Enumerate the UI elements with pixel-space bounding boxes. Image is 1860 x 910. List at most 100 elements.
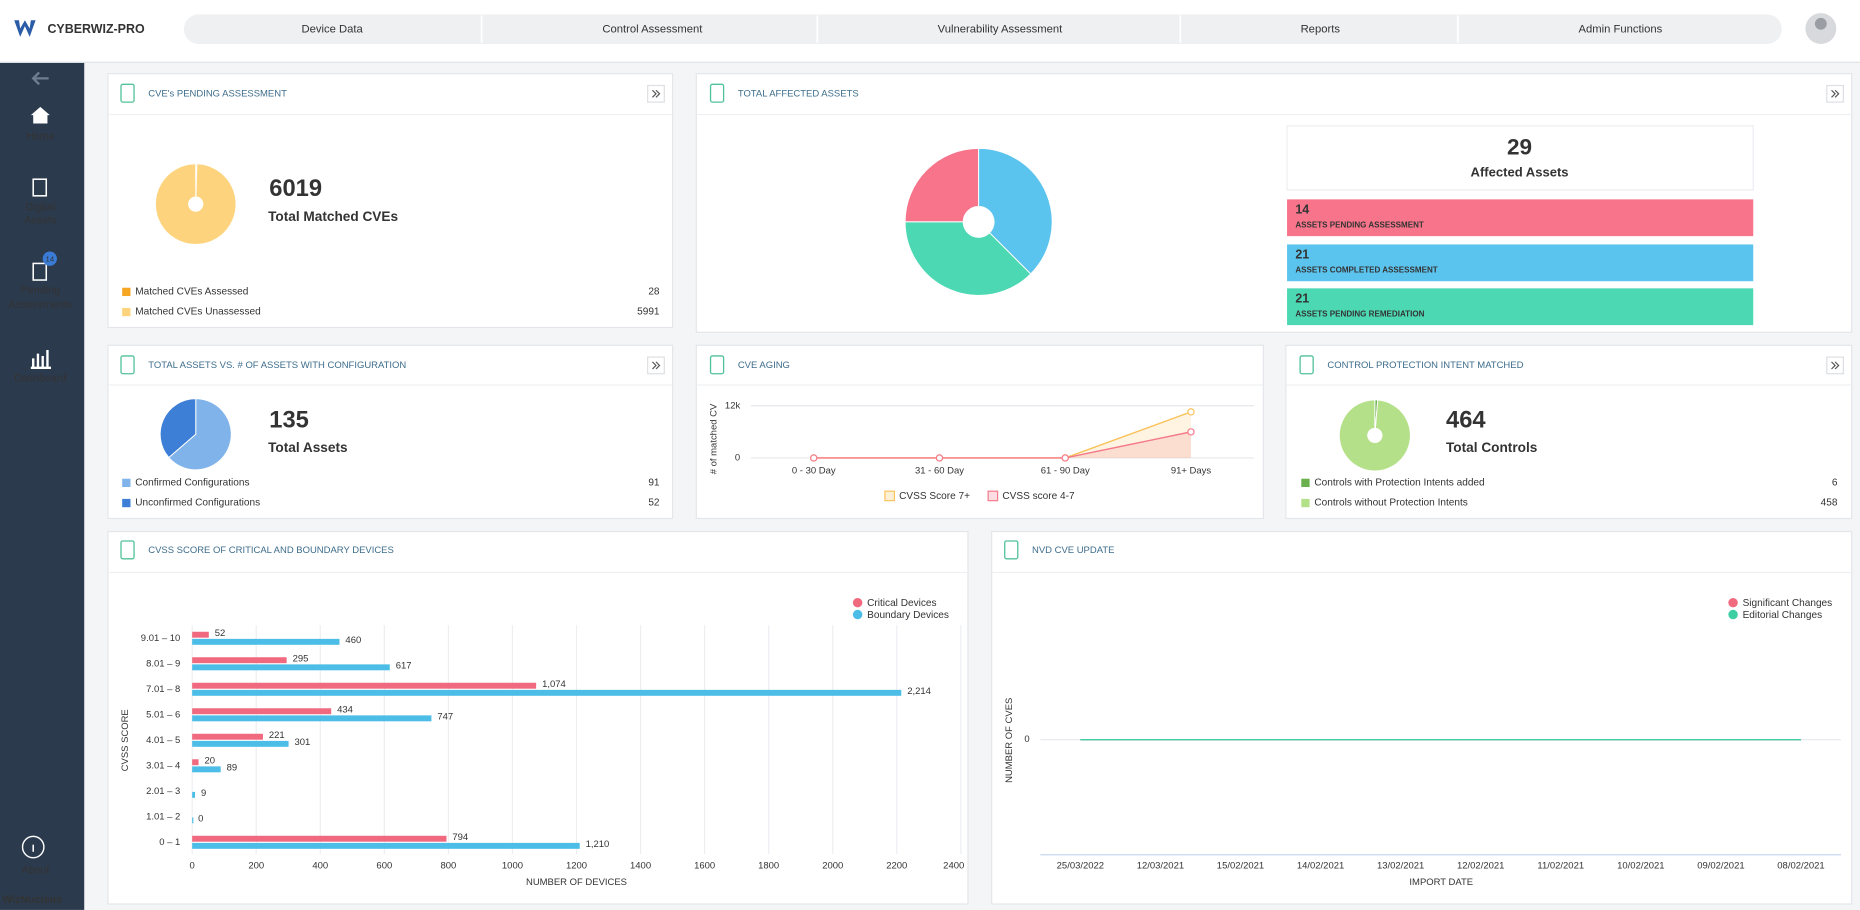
legend-swatch xyxy=(122,287,131,297)
x-tick-label: 08/02/2021 xyxy=(1777,861,1824,872)
legend-value: 91 xyxy=(648,478,660,489)
x-tick-label: 91+ Days xyxy=(1171,466,1212,477)
panel-title: TOTAL AFFECTED ASSETS xyxy=(738,88,859,99)
y-tick-label: 9.01 – 10 xyxy=(141,633,181,644)
x-tick-label: 31 - 60 Day xyxy=(915,466,964,477)
legend-label: CVSS score 4-7 xyxy=(1002,491,1075,502)
legend-value: 6 xyxy=(1832,478,1838,489)
about-icon[interactable] xyxy=(21,835,45,859)
x-tick-label: 61 - 90 Day xyxy=(1041,466,1090,477)
pie-slice xyxy=(154,163,237,245)
x-tick-label: 13/02/2021 xyxy=(1377,861,1424,872)
about-label[interactable]: About xyxy=(22,865,50,877)
x-axis-label: IMPORT DATE xyxy=(1409,877,1473,888)
card-label: ASSETS PENDING ASSESSMENT xyxy=(1295,221,1424,230)
footer-brand: WizNucleus xyxy=(2,894,62,906)
back-arrow[interactable] xyxy=(31,71,49,86)
status-card[interactable] xyxy=(1287,199,1754,237)
nav-item[interactable]: Admin Functions xyxy=(1578,24,1662,36)
data-label: 9 xyxy=(201,788,206,799)
line-point xyxy=(935,454,944,462)
panel-title: CVE's PENDING ASSESSMENT xyxy=(148,88,287,99)
legend-value: 5991 xyxy=(637,307,660,318)
bar xyxy=(192,657,287,664)
legend-label: Boundary Devices xyxy=(867,610,949,621)
sidebar-label[interactable]: Digital xyxy=(26,201,56,213)
y-axis-label: NUMBER OF CVES xyxy=(1004,698,1015,783)
bar xyxy=(192,689,902,696)
x-tick-label: 400 xyxy=(312,861,328,872)
x-tick-label: 10/02/2021 xyxy=(1617,861,1664,872)
bar xyxy=(192,715,432,722)
total-value: 29 xyxy=(1507,134,1532,159)
nav-item[interactable]: Control Assessment xyxy=(602,24,703,36)
status-card[interactable] xyxy=(1287,244,1754,282)
legend-swatch xyxy=(852,609,863,620)
legend-label: Editorial Changes xyxy=(1743,610,1823,621)
card-value: 21 xyxy=(1295,247,1309,261)
y-axis-label: CVSS SCORE xyxy=(120,709,131,771)
x-tick-label: 12/03/2021 xyxy=(1137,861,1184,872)
status-card[interactable] xyxy=(1287,288,1754,326)
x-tick-label: 25/03/2022 xyxy=(1057,861,1104,872)
y-tick-label: 3.01 – 4 xyxy=(146,760,180,771)
expand-icon xyxy=(1831,361,1840,370)
badge xyxy=(42,251,57,266)
card-label: ASSETS COMPLETED ASSESSMENT xyxy=(1295,266,1437,275)
data-label: 747 xyxy=(437,712,453,723)
y-tick-label: 7.01 – 8 xyxy=(146,684,180,695)
logo-text: CYBERWIZ-PRO xyxy=(47,22,145,36)
x-axis-label: NUMBER OF DEVICES xyxy=(526,877,627,888)
legend-label: Matched CVEs Unassessed xyxy=(135,307,260,318)
line-series xyxy=(813,431,1192,459)
nav-item[interactable]: Reports xyxy=(1301,24,1341,36)
data-label: 460 xyxy=(345,635,361,646)
panel-title: CONTROL PROTECTION INTENT MATCHED xyxy=(1327,360,1523,371)
total-card xyxy=(1286,125,1754,191)
card-label: ASSETS PENDING REMEDIATION xyxy=(1295,310,1424,319)
x-tick-label: 2000 xyxy=(822,861,843,872)
y-tick-label: 4.01 – 5 xyxy=(146,735,180,746)
legend-label: Controls with Protection Intents added xyxy=(1314,478,1484,489)
y-tick-label: 0 xyxy=(735,452,740,463)
legend-swatch xyxy=(884,490,896,502)
y-tick-label: 0 – 1 xyxy=(159,837,180,848)
sidebar xyxy=(0,62,85,910)
legend-swatch xyxy=(122,307,131,317)
y-tick-label: 5.01 – 6 xyxy=(146,709,180,720)
bar xyxy=(192,835,447,842)
legend-label: Unconfirmed Configurations xyxy=(135,498,260,509)
pie-slice xyxy=(978,147,1053,275)
avatar-head xyxy=(1814,17,1827,30)
card-value: 21 xyxy=(1295,291,1309,305)
panel-icon xyxy=(120,540,135,560)
panel-icon xyxy=(1299,355,1314,375)
legend-label: CVSS Score 7+ xyxy=(899,491,970,502)
sidebar-label[interactable]: Dashboard xyxy=(14,372,66,384)
bar xyxy=(192,733,263,740)
line-point xyxy=(1187,408,1195,416)
expand-icon xyxy=(652,361,661,370)
total-label: Affected Assets xyxy=(1471,165,1569,180)
sidebar-label[interactable]: Pending xyxy=(21,285,60,297)
x-tick-label: 2400 xyxy=(943,861,964,872)
sidebar-label[interactable]: Assets xyxy=(24,215,56,227)
sidebar-label[interactable]: Home xyxy=(26,130,54,142)
bar xyxy=(192,638,340,645)
sidebar-label[interactable]: Assessments xyxy=(9,299,72,311)
x-tick-label: 1800 xyxy=(758,861,779,872)
panel-icon xyxy=(1004,540,1019,560)
nav-item[interactable]: Vulnerability Assessment xyxy=(938,24,1064,36)
total-value: 464 xyxy=(1446,407,1486,433)
data-label: 617 xyxy=(396,661,412,672)
bar xyxy=(192,682,537,689)
total-label: Total Matched CVEs xyxy=(268,209,398,224)
x-tick-label: 14/02/2021 xyxy=(1297,861,1344,872)
legend-swatch xyxy=(852,597,863,608)
x-tick-label: 0 xyxy=(190,861,195,872)
x-tick-label: 200 xyxy=(248,861,264,872)
x-tick-label: 0 - 30 Day xyxy=(792,466,836,477)
panel xyxy=(1285,344,1853,520)
nav-item[interactable]: Device Data xyxy=(302,24,364,36)
legend-label: Confirmed Configurations xyxy=(135,478,249,489)
